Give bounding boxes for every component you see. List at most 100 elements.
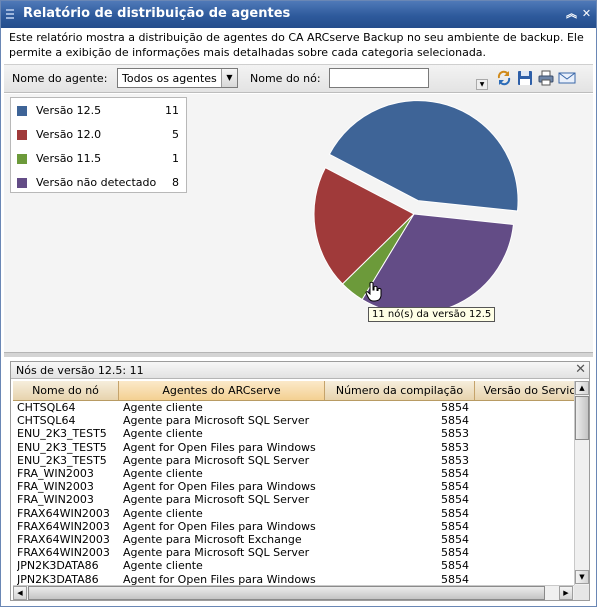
- report-description: Este relatório mostra a distribuição de …: [9, 31, 584, 59]
- cell-build-number: 5854: [441, 572, 469, 585]
- legend-swatch: [17, 130, 27, 140]
- detail-panel: Nós de versão 12.5: 11 ✕ Nome do nó Agen…: [10, 361, 590, 601]
- legend-count: 11: [165, 104, 179, 117]
- legend-count: 5: [172, 128, 179, 141]
- table-row[interactable]: JPN2K3DATA86 Agente cliente 5854: [13, 559, 574, 572]
- collapse-icon[interactable]: ︽: [566, 7, 577, 20]
- email-icon[interactable]: [558, 69, 576, 87]
- detail-header: Nós de versão 12.5: 11 ✕: [11, 362, 589, 379]
- table-row[interactable]: FRAX64WIN2003 Agente cliente 5854: [13, 507, 574, 520]
- vertical-scrollbar[interactable]: ▲ ▼: [574, 381, 589, 585]
- cell-node-name: JPN2K3DATA86: [17, 559, 99, 573]
- pie-slice[interactable]: [328, 100, 519, 212]
- close-icon[interactable]: ✕: [581, 7, 592, 20]
- legend-item[interactable]: Versão 12.5 11: [11, 103, 186, 119]
- grid-body: CHTSQL64 Agente cliente 5854 CHTSQL64 Agente…: [13, 401, 574, 585]
- close-detail-icon[interactable]: ✕: [575, 362, 586, 377]
- cell-build-number: 5854: [441, 467, 469, 480]
- cell-agent: Agent for Open Files para Windows: [123, 572, 316, 585]
- table-row[interactable]: FRA_WIN2003 Agent for Open Files para Win…: [13, 480, 574, 493]
- drag-grip-icon[interactable]: [6, 9, 14, 20]
- cell-node-name: CHTSQL64: [17, 414, 76, 428]
- agent-name-value: Todos os agentes: [122, 72, 217, 85]
- scroll-right-icon[interactable]: ▶: [559, 586, 573, 600]
- legend-swatch: [17, 178, 27, 188]
- cell-agent: Agente para Microsoft SQL Server: [123, 493, 310, 507]
- refresh-icon[interactable]: [495, 69, 513, 87]
- table-row[interactable]: FRA_WIN2003 Agente para Microsoft SQL Ser…: [13, 493, 574, 506]
- panel-splitter[interactable]: [4, 352, 593, 357]
- table-row[interactable]: ENU_2K3_TEST5 Agente cliente 5853: [13, 427, 574, 440]
- legend-label: Versão 12.5: [36, 104, 102, 117]
- cell-agent: Agente para Microsoft SQL Server: [123, 546, 310, 560]
- cell-node-name: CHTSQL64: [17, 401, 76, 414]
- cell-node-name: FRA_WIN2003: [17, 467, 94, 480]
- cell-node-name: ENU_2K3_TEST5: [17, 440, 107, 454]
- cell-agent: Agente cliente: [123, 427, 203, 441]
- horizontal-scroll-thumb[interactable]: [28, 586, 545, 600]
- save-icon[interactable]: [516, 69, 534, 87]
- column-header-agents[interactable]: Agentes do ARCserve: [119, 381, 325, 400]
- legend-item[interactable]: Versão 12.0 5: [11, 127, 186, 143]
- print-icon[interactable]: [537, 69, 555, 87]
- cell-node-name: JPN2K3DATA86: [17, 572, 99, 585]
- cell-build-number: 5854: [441, 506, 469, 520]
- scroll-corner: [574, 585, 589, 600]
- hand-cursor-icon: [365, 281, 382, 302]
- scroll-left-icon[interactable]: ◀: [13, 586, 27, 600]
- grid-header: Nome do nó Agentes do ARCserve Número da…: [13, 381, 574, 401]
- agent-name-select[interactable]: Todos os agentes ▼: [117, 68, 238, 88]
- cell-agent: Agente para Microsoft SQL Server: [123, 453, 310, 467]
- node-name-input[interactable]: [329, 68, 429, 88]
- chevron-down-icon[interactable]: ▼: [221, 69, 237, 87]
- cell-build-number: 5854: [441, 480, 469, 494]
- options-dropdown-icon[interactable]: ▼: [476, 79, 488, 90]
- cell-node-name: ENU_2K3_TEST5: [17, 453, 107, 467]
- legend-item[interactable]: Versão não detectado 8: [11, 175, 186, 191]
- cell-build-number: 5854: [441, 493, 469, 507]
- cell-build-number: 5854: [441, 401, 469, 414]
- cell-build-number: 5854: [441, 546, 469, 560]
- cell-node-name: FRAX64WIN2003: [17, 533, 110, 546]
- table-row[interactable]: CHTSQL64 Agente para Microsoft SQL Server…: [13, 414, 574, 427]
- table-row[interactable]: FRAX64WIN2003 Agente para Microsoft Excha…: [13, 533, 574, 546]
- cell-agent: Agent for Open Files para Windows: [123, 519, 316, 533]
- cell-agent: Agente cliente: [123, 506, 203, 520]
- pie-slice[interactable]: [313, 166, 415, 285]
- horizontal-scrollbar[interactable]: ◀ ▶: [13, 585, 574, 600]
- cell-agent: Agent for Open Files para Windows: [123, 480, 316, 494]
- table-row[interactable]: ENU_2K3_TEST5 Agente para Microsoft SQL S…: [13, 454, 574, 467]
- cell-build-number: 5854: [441, 414, 469, 428]
- column-header-service-version[interactable]: Versão do Servic: [475, 381, 574, 400]
- pie-chart[interactable]: [4, 94, 593, 352]
- column-header-build-number[interactable]: Número da compilação: [325, 381, 475, 400]
- cell-build-number: 5854: [441, 519, 469, 533]
- filter-toolbar: Nome do agente: Todos os agentes ▼ Nome …: [4, 64, 593, 93]
- column-header-node-name[interactable]: Nome do nó: [13, 381, 119, 400]
- table-row[interactable]: ENU_2K3_TEST5 Agent for Open Files para W…: [13, 441, 574, 454]
- vertical-scroll-thumb[interactable]: [575, 396, 589, 440]
- legend-item[interactable]: Versão 11.5 1: [11, 151, 186, 167]
- cell-build-number: 5854: [441, 533, 469, 546]
- cell-agent: Agente para Microsoft Exchange: [123, 533, 302, 546]
- scroll-up-icon[interactable]: ▲: [575, 381, 589, 395]
- cell-node-name: ENU_2K3_TEST5: [17, 427, 107, 441]
- table-row[interactable]: FRAX64WIN2003 Agente para Microsoft SQL S…: [13, 546, 574, 559]
- cell-build-number: 5854: [441, 559, 469, 573]
- detail-title: Nós de versão 12.5: 11: [16, 364, 144, 377]
- cell-agent: Agente cliente: [123, 559, 203, 573]
- cell-node-name: FRA_WIN2003: [17, 480, 94, 494]
- table-row[interactable]: CHTSQL64 Agente cliente 5854: [13, 401, 574, 414]
- legend-label: Versão não detectado: [36, 176, 157, 189]
- chart-legend: Versão 12.5 11 Versão 12.0 5 Versão 11.5 1 Ver…: [10, 97, 187, 193]
- table-row[interactable]: FRAX64WIN2003 Agent for Open Files para W…: [13, 520, 574, 533]
- cell-build-number: 5853: [441, 440, 469, 454]
- table-row[interactable]: JPN2K3DATA86 Agent for Open Files para Wi…: [13, 573, 574, 585]
- legend-swatch: [17, 154, 27, 164]
- scroll-down-icon[interactable]: ▼: [575, 570, 589, 584]
- cell-agent: Agent for Open Files para Windows: [123, 440, 316, 454]
- legend-label: Versão 12.0: [36, 128, 102, 141]
- cell-node-name: FRAX64WIN2003: [17, 506, 110, 520]
- table-row[interactable]: FRA_WIN2003 Agente cliente 5854: [13, 467, 574, 480]
